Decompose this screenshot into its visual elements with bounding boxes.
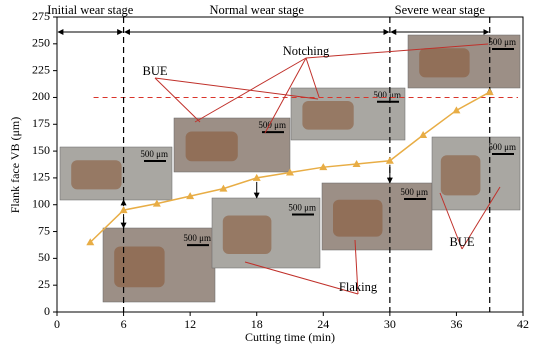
x-tick-label: 12 xyxy=(184,317,196,331)
micrograph-edge xyxy=(71,160,122,190)
annotation: Notching xyxy=(283,44,330,58)
micrograph-edge xyxy=(333,199,383,237)
annotation-leader xyxy=(244,261,359,295)
annotation-leader xyxy=(439,192,463,250)
scale-bar-label: 500 μm xyxy=(373,90,401,100)
scale-bar-label: 500 μm xyxy=(488,37,516,47)
micrograph-edge xyxy=(114,246,165,288)
point-marker xyxy=(385,156,394,164)
plot-frame xyxy=(56,16,524,313)
annotation-leader xyxy=(354,239,359,295)
scale-bar-label: 500 μm xyxy=(258,120,286,130)
point-marker xyxy=(485,88,494,96)
photos: 500 μm 500 μm 500 μm 500 μm 500 μm 500 μm 500 … xyxy=(59,34,521,303)
scale-bar-label: 500 μm xyxy=(183,233,211,243)
y-tick-label: 200 xyxy=(32,89,50,103)
point-marker xyxy=(152,199,161,207)
micrograph-edge xyxy=(222,215,272,254)
x-tick-label: 6 xyxy=(121,317,127,331)
x-tick-label: 30 xyxy=(384,317,396,331)
annotation-leader xyxy=(264,57,307,134)
micrograph-edge xyxy=(185,131,238,162)
y-tick-label: 75 xyxy=(38,223,50,237)
stage-label: Normal wear stage xyxy=(210,3,305,17)
annotation-leader xyxy=(154,77,319,100)
point-marker xyxy=(452,106,461,114)
scale-bar-label: 500 μm xyxy=(400,187,428,197)
point-marker xyxy=(186,192,195,200)
annotation: Flaking xyxy=(339,280,378,294)
stage-label: Severe wear stage xyxy=(395,3,486,17)
annotation: BUE xyxy=(143,64,168,78)
point-marker xyxy=(252,173,261,181)
x-tick-label: 0 xyxy=(54,317,60,331)
scale-bar-label: 500 μm xyxy=(288,203,316,213)
x-axis-label: Cutting time (min) xyxy=(245,330,335,344)
y-axis-label: Flank face VB (μm) xyxy=(8,117,22,214)
y-tick-label: 225 xyxy=(32,62,50,76)
x-tick-label: 24 xyxy=(317,317,329,331)
annotation-leader xyxy=(305,43,489,59)
point-marker xyxy=(419,131,428,138)
micrograph-edge xyxy=(302,101,354,130)
y-tick-label: 125 xyxy=(32,170,50,184)
annotation-leader xyxy=(305,57,320,98)
x-tick-label: 36 xyxy=(450,317,462,331)
annotation-leader xyxy=(154,77,201,123)
stage-label: Initial wear stage xyxy=(47,3,134,17)
point-marker xyxy=(119,206,128,214)
scale-bar-label: 500 μm xyxy=(140,149,168,159)
y-tick-label: 175 xyxy=(32,116,50,130)
point-marker xyxy=(286,168,294,176)
annotation-leader xyxy=(461,186,501,250)
y-tick-label: 100 xyxy=(32,196,50,210)
micrograph-edge xyxy=(440,155,481,196)
y-tick-label: 150 xyxy=(32,143,50,157)
y-tick-label: 50 xyxy=(38,250,50,264)
annotation: BUE xyxy=(450,235,475,249)
y-tick-label: 275 xyxy=(32,9,50,23)
point-marker xyxy=(319,163,328,171)
y-tick-label: 0 xyxy=(44,304,50,318)
y-tick-label: 25 xyxy=(38,277,50,291)
y-tick-label: 250 xyxy=(32,36,50,50)
micrograph-edge xyxy=(419,48,470,78)
x-tick-label: 18 xyxy=(251,317,263,331)
point-marker xyxy=(352,159,361,167)
scale-bar-label: 500 μm xyxy=(488,142,516,152)
point-marker xyxy=(219,184,228,192)
x-tick-label: 42 xyxy=(517,317,529,331)
point-marker xyxy=(86,238,95,246)
